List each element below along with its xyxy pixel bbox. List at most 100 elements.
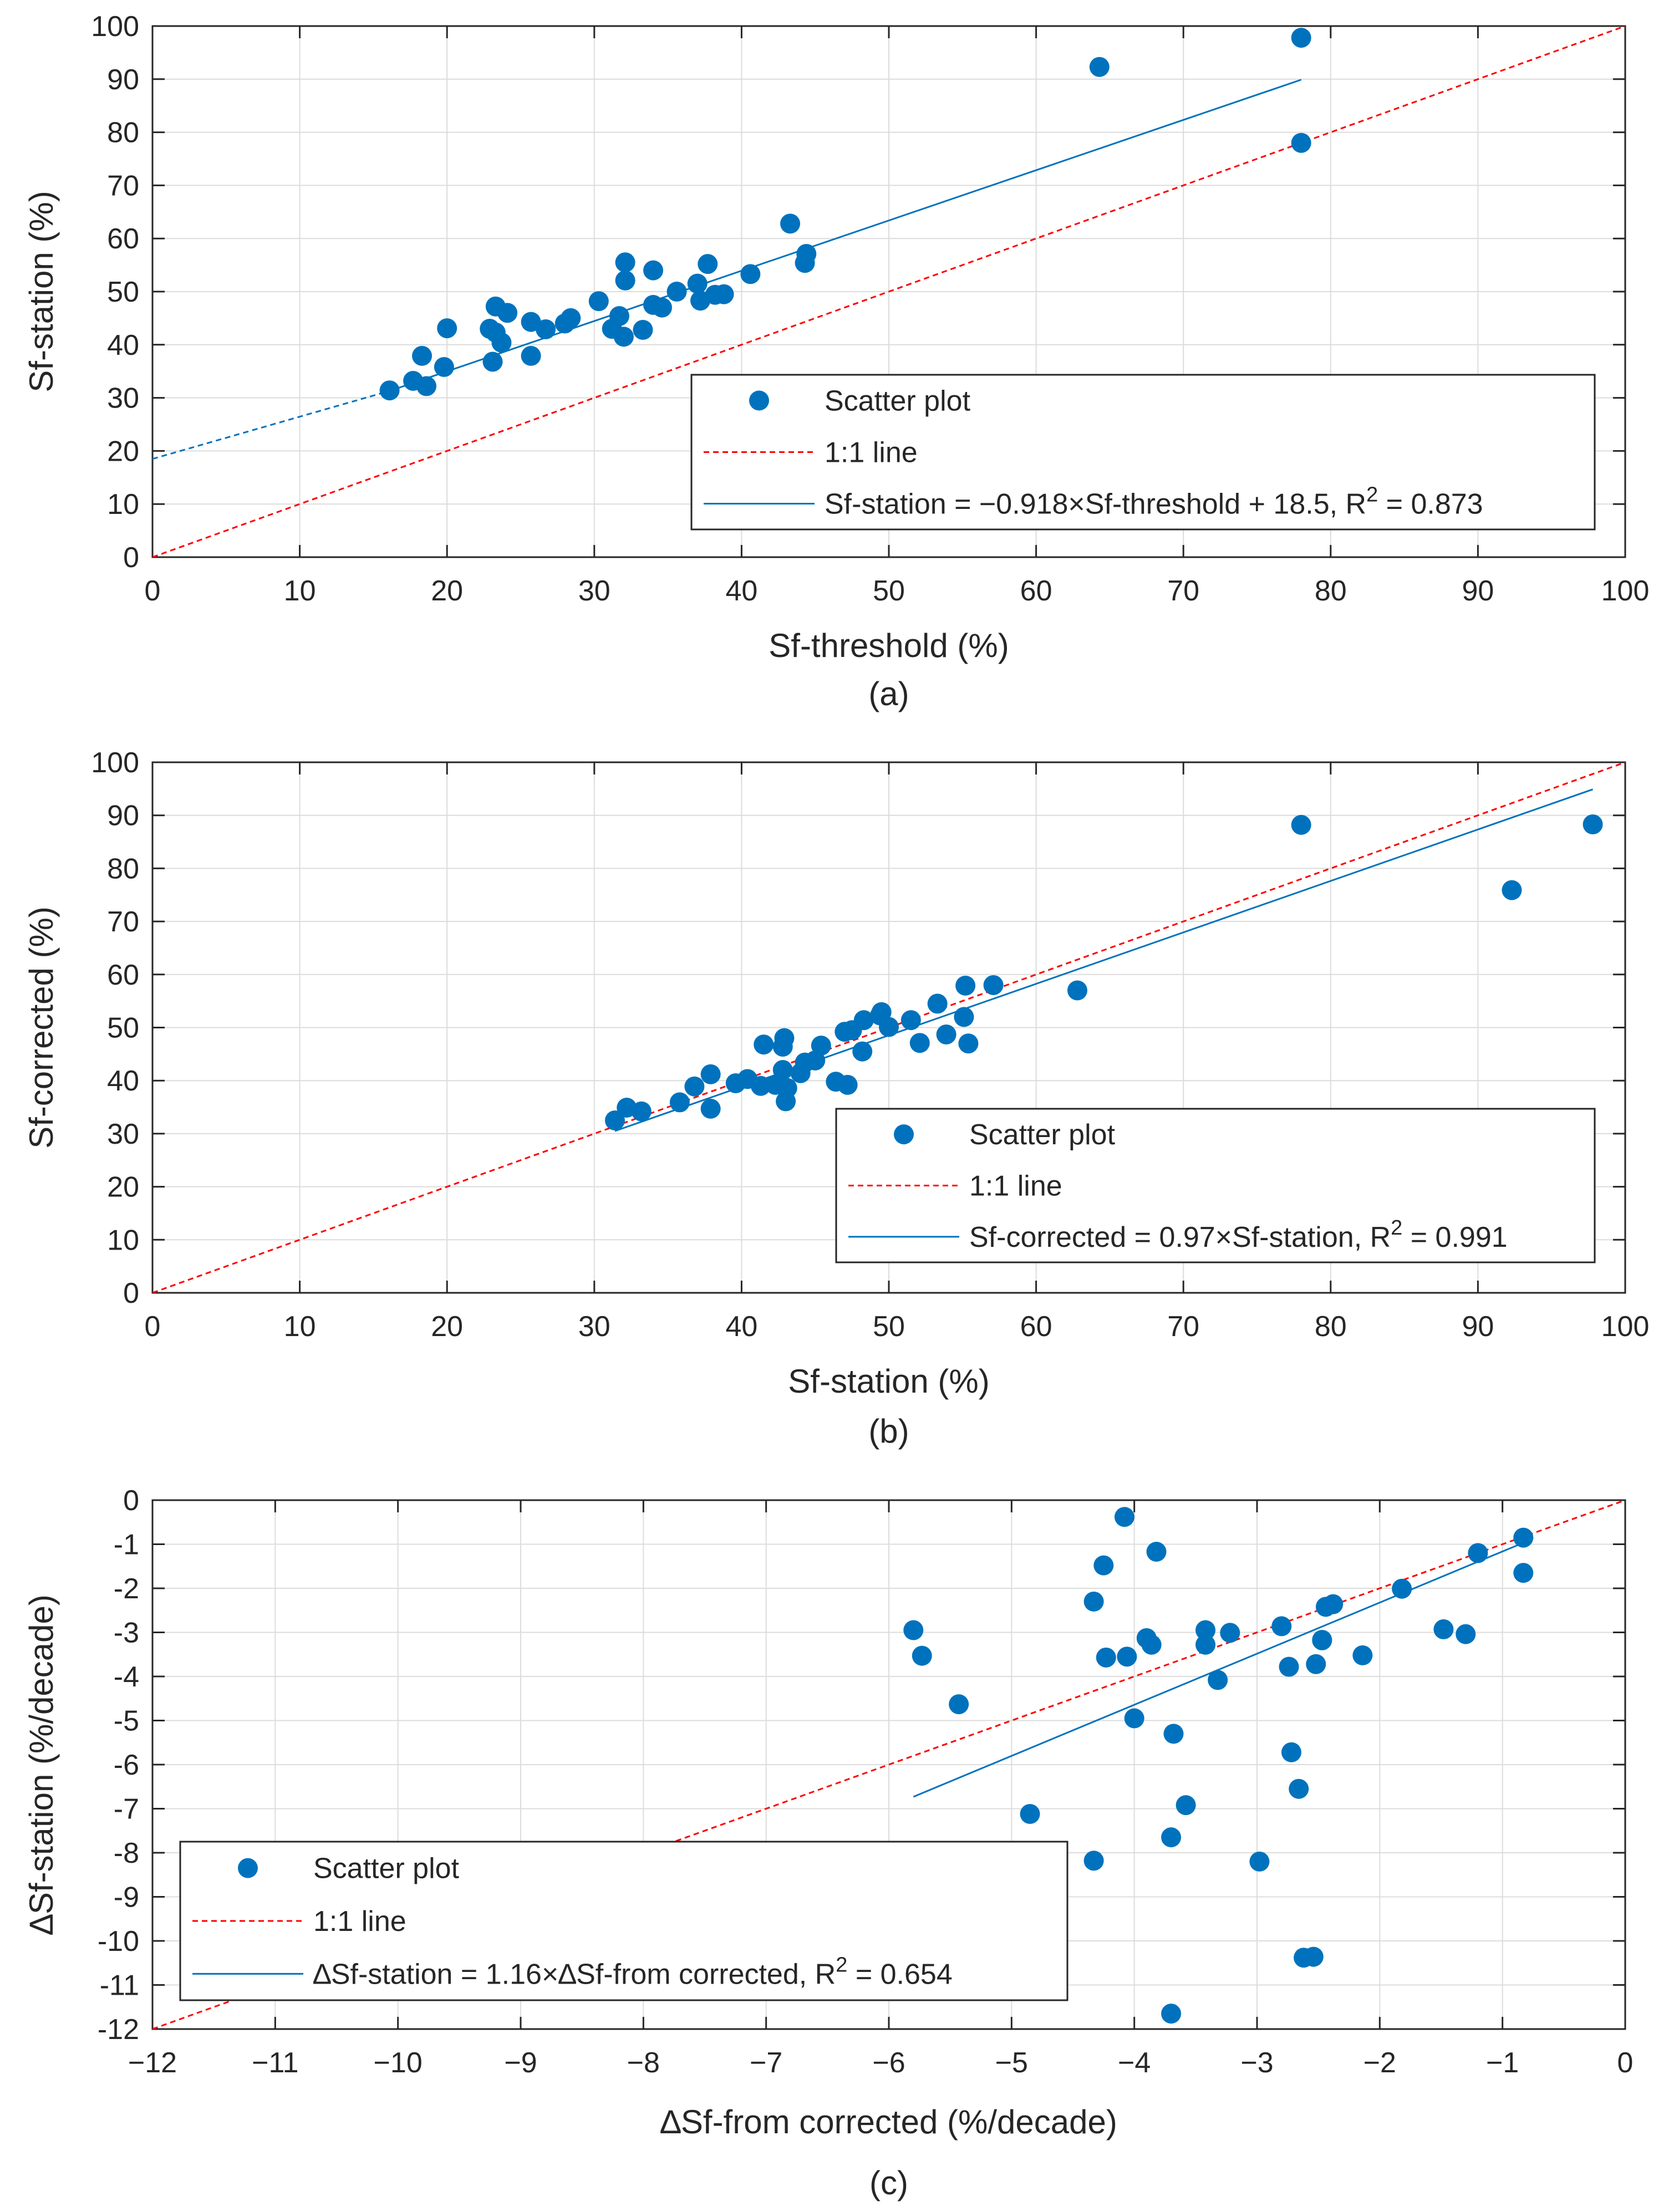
x-tick-label: −12 [128,2047,177,2079]
y-tick-label: -4 [114,1661,139,1693]
x-tick-label: 100 [1601,1311,1650,1343]
legend-scatter-label: Scatter plot [825,385,971,417]
y-tick-label: 90 [107,64,139,96]
legend-fit-superscript: 2 [836,1953,847,1976]
scatter-point [714,284,734,304]
scatter-point [1117,1647,1137,1667]
x-tick-label: −11 [252,2047,298,2079]
scatter-point [1468,1543,1488,1563]
scatter-point [602,319,622,339]
y-axis-label: Sf-station (%) [23,191,60,392]
x-tick-label: −5 [995,2047,1028,2079]
y-tick-label: 0 [123,1277,139,1309]
scatter-point [983,975,1004,995]
scatter-point [1146,1542,1167,1562]
scatter-point [1114,1507,1134,1527]
x-axis-label: Sf-station (%) [788,1363,989,1400]
legend-fit-label: Sf-corrected = 0.97×Sf-station, R2 = 0.9… [969,1216,1508,1253]
scatter-point [700,1064,721,1084]
x-tick-label: 90 [1462,575,1494,607]
identity-line [152,1500,1625,2029]
scatter-point [615,252,635,273]
x-tick-label: 70 [1167,575,1199,607]
legend-identity-label: 1:1 line [969,1170,1062,1202]
panel-label: (a) [868,675,909,712]
y-tick-label: 10 [107,488,139,521]
panel-b: 0 10 20 30 40 50 60 70 80 90 100 0 10 20 30 40 50 60 70 80 9… [23,747,1649,1450]
scatter-point [1141,1634,1162,1655]
y-tick-label: 100 [91,11,139,43]
x-tick-label: 20 [431,575,463,607]
legend-fit-label: Sf-station = −0.918×Sf-threshold + 18.5,… [825,483,1483,521]
plot-area [152,762,1625,1293]
scatter-point [754,1034,774,1055]
legend-fit-value: = 0.873 [1378,488,1483,521]
scatter-point [437,318,457,339]
scatter-point [1289,1778,1309,1799]
y-tick-label: 80 [107,117,139,149]
y-tick-label: 40 [107,329,139,361]
fit-line-extension [152,390,390,460]
scatter-point [403,370,424,391]
legend: Scatter plot 1:1 line ∆Sf-station = 1.16×∆… [179,1841,1068,2001]
x-tick-label: −9 [504,2047,537,2079]
x-tick-label: 100 [1601,575,1650,607]
y-tick-label: 0 [123,542,139,574]
scatter-point [615,270,635,290]
legend-fit-equation: Sf-station = −0.918×Sf-threshold + 18.5,… [825,488,1366,521]
scatter-point [725,1073,746,1093]
scatter-point [480,319,500,339]
legend-scatter-marker [749,390,769,411]
x-tick-label: 20 [431,1311,463,1343]
scatter-point [1163,1724,1184,1744]
scatter-point [1083,1851,1104,1871]
y-tick-label: -10 [98,1925,139,1958]
legend-scatter-label: Scatter plot [969,1119,1116,1151]
scatter-point [765,1074,786,1095]
scatter-point [740,264,761,284]
scatter-point [687,273,708,294]
scatter-point [903,1620,924,1640]
scatter-point [1020,1804,1040,1824]
legend: Scatter plot 1:1 line Sf-corrected = 0.97×… [835,1108,1596,1263]
panel-a: 0 10 20 30 40 50 60 70 80 90 100 0 10 20 30 40 50 60 70 80 9… [23,11,1649,712]
y-tick-label: 60 [107,223,139,255]
y-tick-label: -7 [114,1793,139,1826]
scatter-point [900,1010,921,1031]
scatter-point [690,290,711,311]
x-tick-label: 50 [873,575,905,607]
x-axis-label: ∆Sf-from corrected (%/decade) [660,2103,1117,2140]
legend-fit-value: = 0.654 [847,1958,952,1990]
y-tick-label: 50 [107,276,139,308]
panel-c: −12 −11 −10 −9 −8 −7 −6 −5 −4 −3 −2 −1 00-1-2-3-4-5-… [23,1485,1633,2201]
scatter-point [700,1098,721,1119]
panel-label: (b) [868,1413,909,1450]
scatter-point [633,319,653,340]
legend: Scatter plot 1:1 line Sf-station = −0.918×… [690,374,1596,531]
scatter-point [1303,1946,1324,1967]
scatter-point [1220,1623,1240,1643]
x-tick-label: 30 [578,575,610,607]
scatter-point [521,345,541,366]
x-tick-label: −7 [750,2047,782,2079]
scatter-point [698,254,718,274]
scatter-point [554,313,575,334]
x-tick-label: 80 [1315,575,1347,607]
x-tick-label: 40 [725,1311,757,1343]
y-tick-label: -1 [114,1529,139,1561]
scatter-point [852,1041,873,1062]
legend-scatter-label: Scatter plot [313,1853,460,1885]
y-tick-label: 20 [107,435,139,467]
legend-fit-equation: Sf-corrected = 0.97×Sf-station, R [969,1221,1391,1253]
x-tick-label: −2 [1363,2047,1396,2079]
y-tick-label: 100 [91,747,139,779]
x-tick-label: 70 [1167,1311,1199,1343]
scatter-point [666,282,687,302]
panel-label: (c) [869,2164,908,2201]
y-tick-label: 80 [107,853,139,885]
x-tick-label: 50 [873,1311,905,1343]
scatter-point [1583,814,1603,834]
y-tick-label: 70 [107,170,139,202]
scatter-point [1093,1555,1114,1576]
y-tick-label: -12 [98,2014,139,2046]
